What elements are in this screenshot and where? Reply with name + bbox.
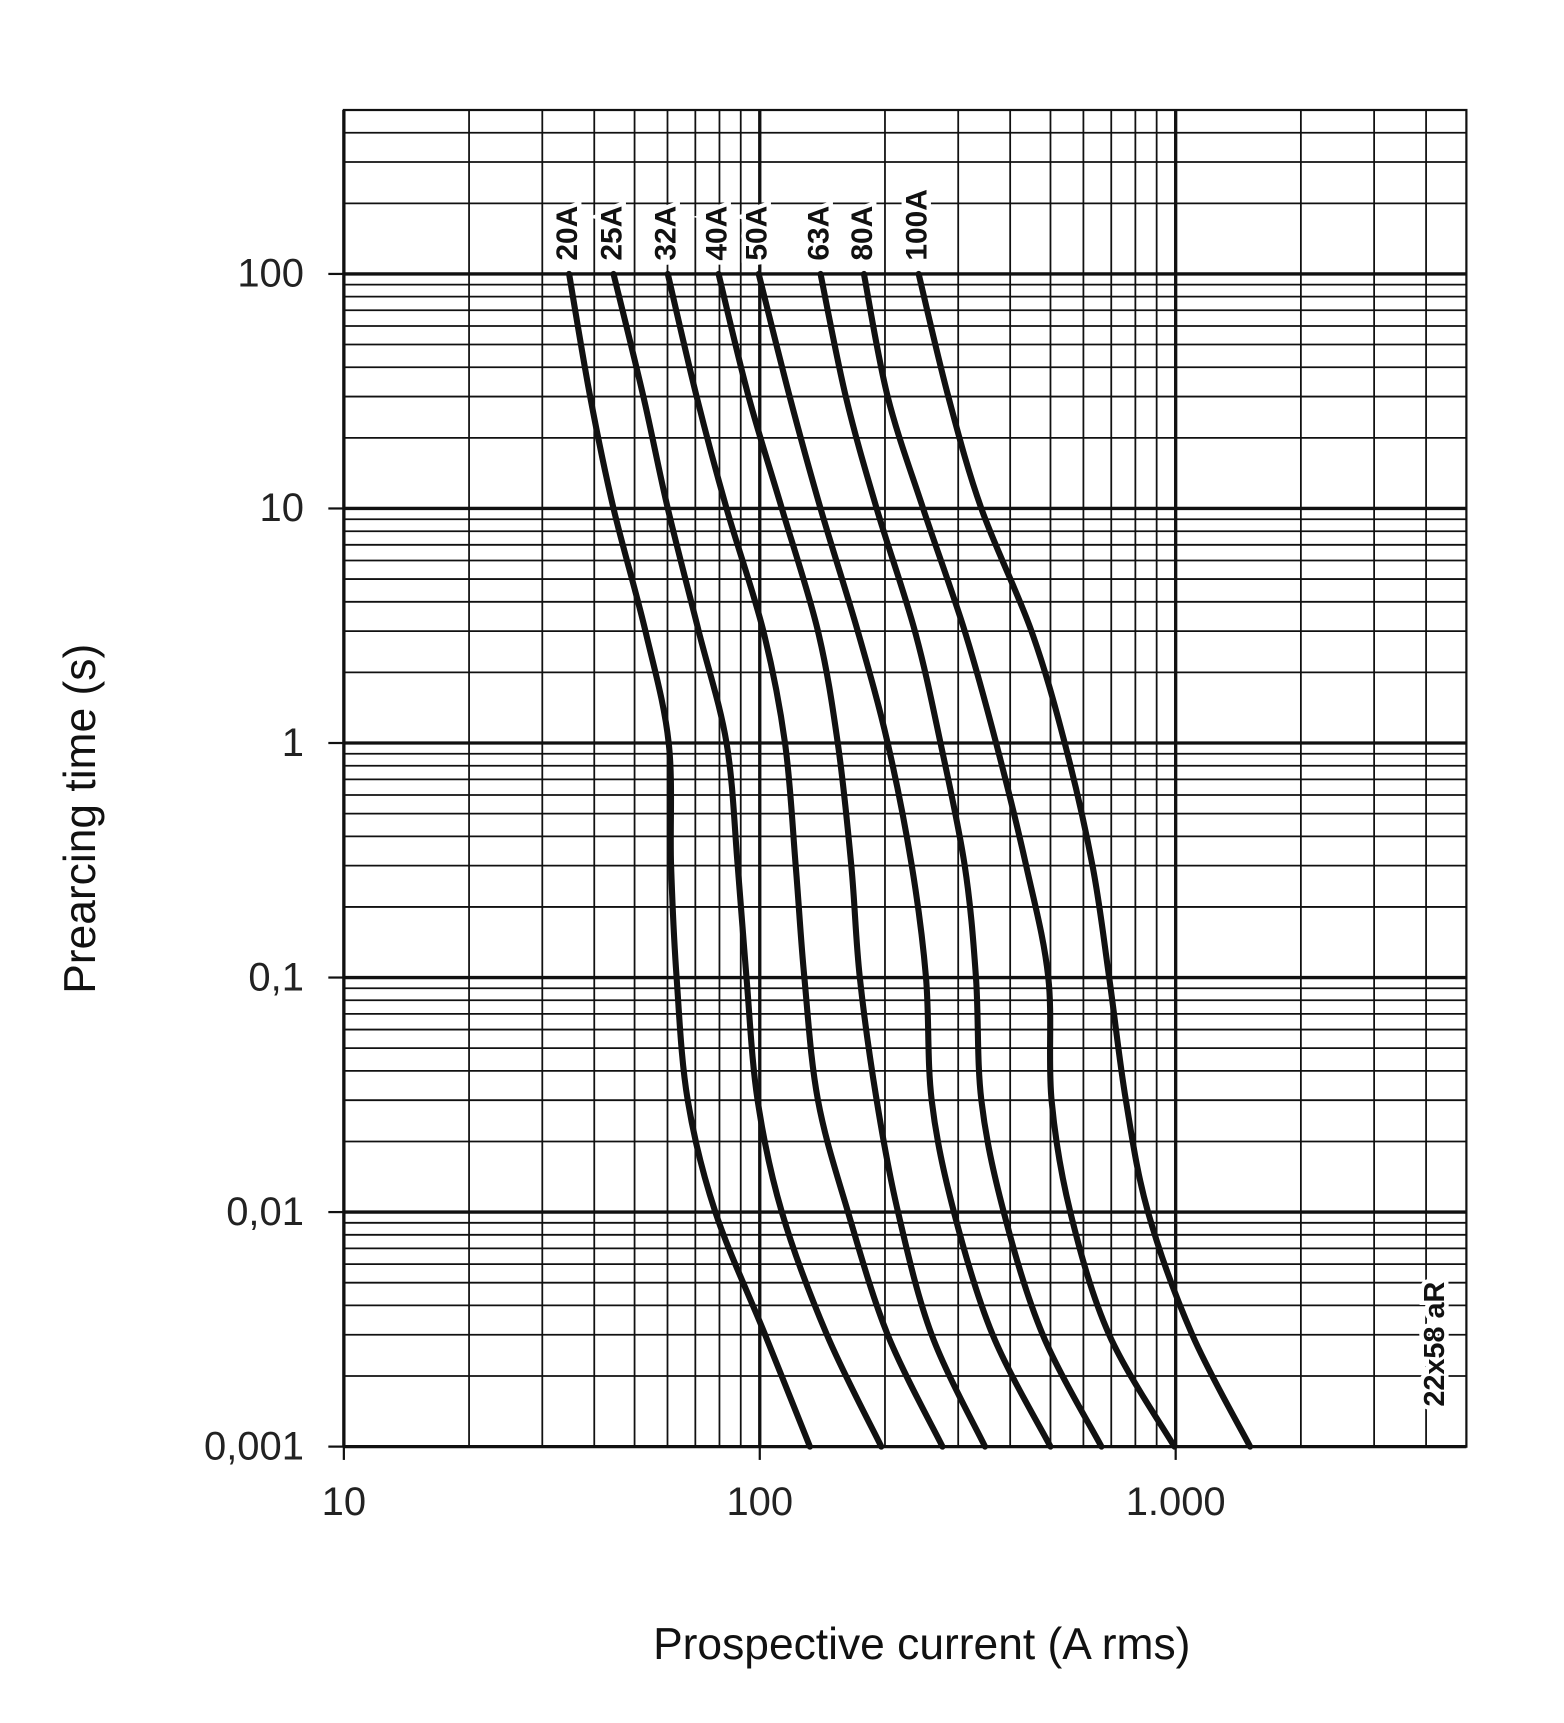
annotation: 22x58 aR [1419, 1281, 1451, 1406]
y-tick-label: 100 [237, 252, 304, 296]
series-label: 40A [700, 206, 733, 261]
series-label: 100A [901, 189, 934, 261]
fuse-curve [860, 270, 1178, 1450]
fuse-curve [755, 270, 1054, 1450]
plot-frame [342, 108, 1468, 1448]
fuse-curve [610, 270, 885, 1450]
series-label: 63A [802, 206, 835, 261]
y-tick-label: 10 [260, 486, 304, 530]
fuse-curve [715, 270, 989, 1450]
y-tick-label: 0,01 [226, 1190, 304, 1234]
x-tick-label: 10 [322, 1480, 366, 1524]
x-axis-label: Prospective current (A rms) [653, 1620, 1190, 1669]
series-label: 80A [846, 206, 879, 261]
fuse-curve [566, 270, 813, 1450]
fuse-curve [817, 270, 1105, 1450]
series-label: 50A [741, 206, 774, 261]
x-tick-label: 1.000 [1126, 1480, 1226, 1524]
fuse-curve [915, 270, 1254, 1450]
series-label: 20A [551, 206, 584, 261]
y-tick-label: 0,001 [204, 1424, 304, 1468]
fuse-curve [664, 270, 946, 1450]
x-tick-label: 100 [726, 1480, 793, 1524]
y-axis-label: Prearcing time (s) [56, 644, 105, 994]
series-label: 25A [595, 206, 628, 261]
series-label: 32A [650, 206, 683, 261]
y-tick-label: 0,1 [248, 955, 304, 999]
y-tick-label: 1 [282, 721, 304, 765]
